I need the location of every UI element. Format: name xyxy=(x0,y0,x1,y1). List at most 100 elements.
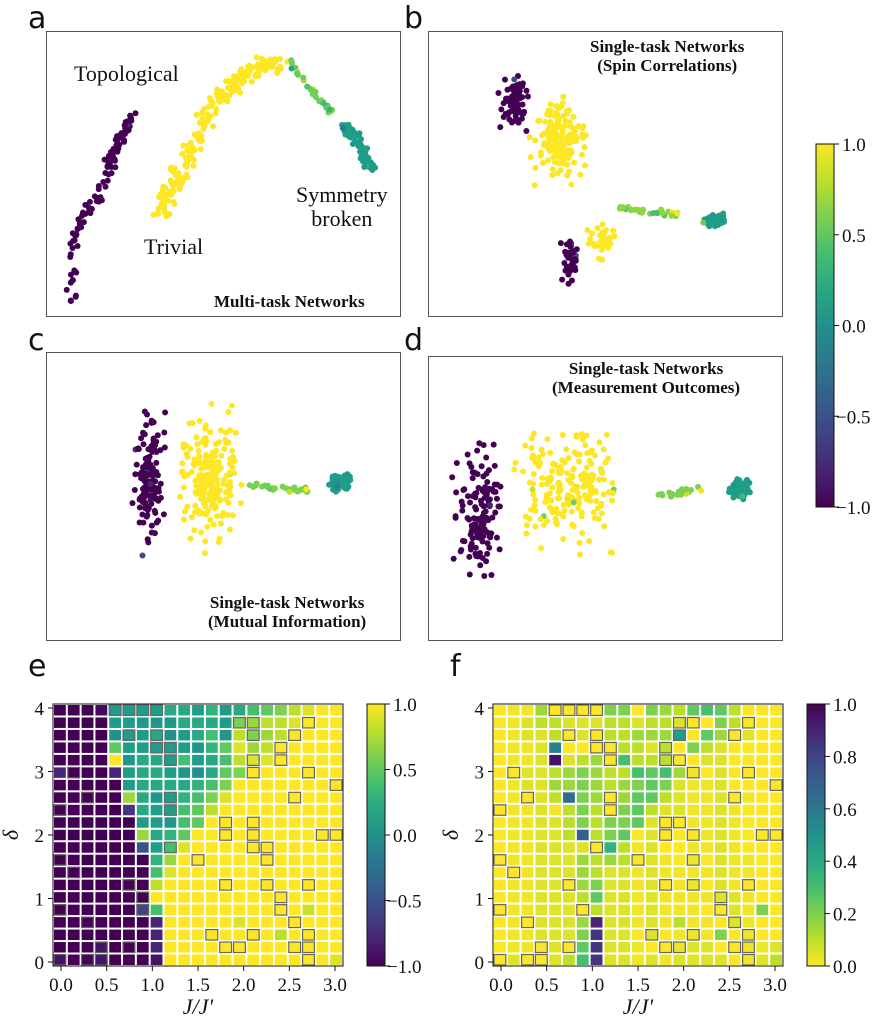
heatmap-cell xyxy=(302,792,315,803)
heatmap-cell xyxy=(232,941,246,954)
heatmap-cell xyxy=(330,717,342,728)
scatter-d-trivial-point xyxy=(512,459,519,466)
scatter-c-topological-point xyxy=(140,494,147,501)
heatmap-cell xyxy=(123,954,135,965)
heatmap-cell xyxy=(288,904,301,916)
scatter-a-topological-point xyxy=(108,170,115,177)
scatter-d-trivial-point xyxy=(570,465,577,472)
heatmap-cell xyxy=(686,854,700,866)
heatmap-cell xyxy=(178,767,191,778)
heatmap-cell xyxy=(330,942,342,953)
heatmap-cell xyxy=(742,754,755,766)
scatter-d-trivial-point xyxy=(598,502,605,509)
heatmap-cell xyxy=(645,954,658,965)
y-tick-label: 1 xyxy=(35,890,45,911)
heatmap-cell xyxy=(232,716,246,729)
heatmap-cell xyxy=(672,729,686,742)
heatmap-cell xyxy=(701,954,713,965)
heatmap-cell xyxy=(247,867,260,878)
heatmap-cell xyxy=(770,754,782,766)
scatter-c-symmetry-point xyxy=(334,483,341,490)
heatmap-cell xyxy=(701,779,713,791)
scatter-a-symmetry-point xyxy=(361,158,368,165)
scatter-d-trivial-point xyxy=(537,516,544,523)
heatmap-cell xyxy=(563,767,575,778)
scatter-d-trivial-point xyxy=(555,469,562,476)
scatter-d-trivial-point xyxy=(528,506,535,513)
scatter-c-trivial-point xyxy=(217,427,224,434)
scatter-c-topological-point xyxy=(138,435,145,442)
scatter-b-crossover-point xyxy=(674,210,681,217)
scatter-d-topological-point xyxy=(482,508,489,515)
heatmap-cell xyxy=(645,829,658,841)
heatmap-cell xyxy=(535,904,548,916)
scatter-d-trivial-point xyxy=(593,498,600,505)
scatter-b-trivial-point xyxy=(580,123,587,130)
heatmap-cell xyxy=(770,954,782,965)
heatmap-cell xyxy=(618,942,631,953)
heatmap-cell xyxy=(714,742,727,753)
heatmap-cell xyxy=(164,817,177,828)
scatter-c-trivial-point xyxy=(180,444,187,451)
heatmap-cell xyxy=(604,842,617,853)
scatter-c-trivial-point xyxy=(207,429,214,436)
heatmap-cell xyxy=(192,792,204,803)
heatmap-cell xyxy=(494,867,506,878)
heatmap-cell xyxy=(645,817,658,828)
heatmap-cell xyxy=(81,791,95,804)
heatmap-cell xyxy=(136,854,149,866)
heatmap-cell xyxy=(123,742,135,753)
scatter-a-symmetry-point xyxy=(345,128,352,135)
heatmap-cell xyxy=(673,792,686,803)
heatmap-cell xyxy=(247,942,260,953)
scatter-d-trivial-point xyxy=(571,485,578,492)
scatter-d-trivial-point xyxy=(552,515,559,522)
heatmap-cell xyxy=(163,791,177,804)
heatmap-cell xyxy=(576,754,589,766)
heatmap-cell xyxy=(109,842,122,853)
heatmap-cell xyxy=(494,842,506,853)
heatmap-cell xyxy=(219,792,232,803)
heatmap-cell xyxy=(659,842,672,853)
heatmap-cell xyxy=(632,904,644,916)
heatmap-cell xyxy=(330,742,342,753)
scatter-a-trivial-point xyxy=(217,97,224,104)
heatmap-cell xyxy=(330,954,342,965)
heatmap-cell xyxy=(521,879,534,891)
scatter-c-trivial-point xyxy=(187,445,194,452)
heatmap-cell xyxy=(274,779,287,791)
heatmap-cell xyxy=(507,904,520,916)
heatmap-cell xyxy=(81,717,94,728)
heatmap-cell xyxy=(163,754,177,766)
scatter-d-topological-point xyxy=(484,540,491,547)
scatter-a-trivial-point xyxy=(247,63,254,70)
scatter-a-trivial-point xyxy=(195,130,202,137)
scatter-a-topological-point xyxy=(78,224,85,231)
heatmap-cell xyxy=(728,754,741,766)
heatmap-cell xyxy=(632,817,644,828)
scatter-c-trivial-point xyxy=(181,473,188,480)
heatmap-cell xyxy=(728,779,741,791)
heatmap-cell xyxy=(659,941,673,954)
heatmap-cell xyxy=(494,917,506,928)
annotation-trivial: Trivial xyxy=(144,234,204,259)
heatmap-cell xyxy=(687,954,700,965)
heatmap-cell xyxy=(164,867,177,878)
heatmap-cell xyxy=(288,929,301,941)
scatter-c-trivial-point xyxy=(211,453,218,460)
scatter-c-trivial-point xyxy=(226,478,233,485)
heatmap-cell xyxy=(178,729,191,741)
heatmap-cell xyxy=(563,867,575,878)
scatter-d-topological-point xyxy=(493,495,500,502)
heatmap-cell xyxy=(178,929,191,941)
heatmap-cell xyxy=(742,867,755,878)
heatmap-cell xyxy=(95,792,108,803)
heatmap-cell xyxy=(535,742,548,753)
scatter-b-lower-topological-point xyxy=(567,267,574,274)
scatter-c-trivial-point xyxy=(181,508,188,515)
heatmap-cell xyxy=(246,729,260,742)
scatter-c-topological-point xyxy=(140,429,147,436)
heatmap-cell xyxy=(81,742,94,753)
heatmap-cell xyxy=(521,804,534,816)
scatter-d-trivial-point xyxy=(576,458,583,465)
